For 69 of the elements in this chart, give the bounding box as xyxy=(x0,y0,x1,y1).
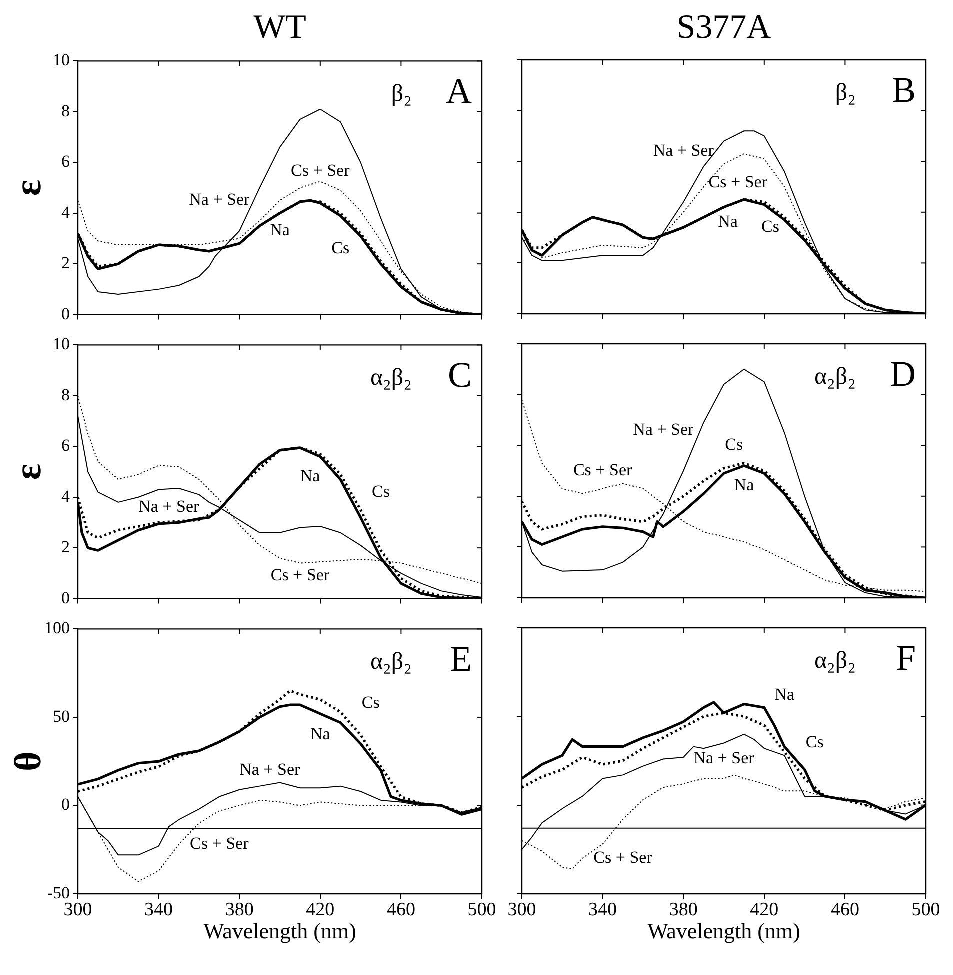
series-label: Cs + Ser xyxy=(594,848,653,867)
x-tick-label: 500 xyxy=(468,899,496,920)
text: α₂β₂ xyxy=(814,364,856,390)
y-tick-label: 10 xyxy=(53,50,70,70)
series-label: Cs + Ser xyxy=(708,172,768,192)
series-label: Cs xyxy=(332,238,350,258)
text: α₂β₂ xyxy=(814,648,856,674)
x-tick-label: 340 xyxy=(144,899,174,920)
x-tick-label: 460 xyxy=(830,899,860,920)
y-tick-label: 6 xyxy=(62,436,70,456)
series-label: Cs xyxy=(761,217,780,236)
series-label: Na xyxy=(300,466,321,486)
y-tick-label: 6 xyxy=(62,152,70,172)
text: β₂ xyxy=(391,81,412,108)
y-tick-label: 2 xyxy=(62,538,70,557)
x-tick-label: 500 xyxy=(912,899,940,920)
series-label: Na + Ser xyxy=(633,420,694,439)
y-tick-label: 2 xyxy=(62,254,70,273)
chart-title: E xyxy=(450,639,472,680)
x-tick-label: 420 xyxy=(750,899,779,920)
y-tick-label: 10 xyxy=(53,334,70,354)
x-tick-label: 380 xyxy=(669,899,698,920)
x-tick-label: 460 xyxy=(386,899,416,920)
series-label: Cs xyxy=(372,482,390,501)
text: S377A xyxy=(676,9,772,46)
text: WT xyxy=(254,9,306,46)
text: β₂ xyxy=(835,80,856,106)
series-label: Na + Ser xyxy=(653,140,714,160)
text: α₂β₂ xyxy=(370,365,412,392)
chart-title: D xyxy=(890,354,916,394)
series-label: Cs xyxy=(806,732,824,752)
series-label: Na xyxy=(774,684,795,704)
x-axis-title: Wavelength (nm) xyxy=(648,918,800,944)
y-tick-label: 100 xyxy=(44,618,70,638)
y-tick-label: 0 xyxy=(62,588,70,608)
chart-title: A xyxy=(446,71,472,112)
series-label: Na + Ser xyxy=(189,190,250,210)
x-tick-label: 420 xyxy=(306,899,335,920)
y-tick-label: 8 xyxy=(62,385,70,404)
series-label: Na + Ser xyxy=(138,496,200,516)
series-label: Na + Ser xyxy=(694,748,755,768)
y-axis-title: ε xyxy=(8,464,50,480)
x-axis-title: Wavelength (nm) xyxy=(204,918,356,944)
series-label: Na xyxy=(734,476,755,495)
x-tick-label: 300 xyxy=(508,899,536,920)
series-label: Na xyxy=(270,220,290,240)
y-tick-label: 0 xyxy=(62,304,70,324)
chart-title: F xyxy=(896,638,916,678)
y-tick-label: 4 xyxy=(62,486,70,506)
series-label: Cs xyxy=(725,435,744,454)
y-tick-label: 0 xyxy=(62,795,70,814)
y-axis-title: ε xyxy=(8,180,50,196)
series-label: Cs + Ser xyxy=(573,460,632,480)
series-label: Cs + Ser xyxy=(190,834,250,854)
y-tick-label: 4 xyxy=(62,202,70,222)
chart-title: B xyxy=(892,70,916,110)
x-tick-label: 340 xyxy=(588,899,618,920)
text: α₂β₂ xyxy=(370,649,412,676)
series-label: Cs xyxy=(362,692,380,712)
x-tick-label: 380 xyxy=(225,899,254,920)
series-label: Cs + Ser xyxy=(270,565,330,584)
series-label: Na xyxy=(718,212,738,232)
chart-title: C xyxy=(448,355,472,396)
y-tick-label: 50 xyxy=(53,706,70,726)
series-label: Na xyxy=(310,724,331,744)
series-label: Na + Ser xyxy=(240,760,301,779)
y-tick-label: 8 xyxy=(62,101,70,120)
series-label: Cs + Ser xyxy=(291,160,350,180)
y-axis-title: θ xyxy=(8,752,50,772)
